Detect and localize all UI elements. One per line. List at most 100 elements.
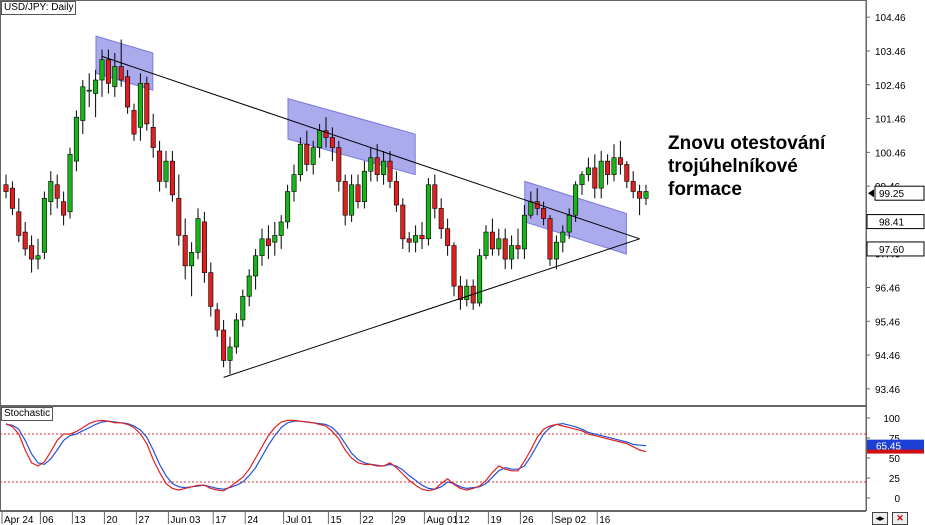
candle-body xyxy=(214,309,220,331)
scroll-left-icon: ◂▸ xyxy=(875,513,885,523)
stochastic-tick-label: 50 xyxy=(889,454,901,465)
candle-body xyxy=(54,184,60,199)
candle-body xyxy=(496,238,502,250)
stochastic-line-1 xyxy=(5,419,647,492)
candle-body xyxy=(502,238,508,260)
candle-body xyxy=(419,235,425,240)
candle-body xyxy=(176,197,182,236)
stochastic-tick-label: 25 xyxy=(889,474,901,485)
candle-body xyxy=(163,160,169,182)
candle-body xyxy=(592,167,598,189)
candle-body xyxy=(189,252,195,267)
candle-body xyxy=(387,160,393,182)
candle-body xyxy=(637,191,643,199)
candle-body xyxy=(624,164,630,182)
trendline-0 xyxy=(101,55,640,240)
candle-body xyxy=(451,245,457,287)
candle-body xyxy=(617,157,623,165)
date-tick-label: 13 xyxy=(74,515,86,525)
candle-body xyxy=(291,174,297,192)
price-tick-label: 93.46 xyxy=(875,385,900,396)
price-tick-label: 96.46 xyxy=(875,283,900,294)
candle-body xyxy=(201,221,207,273)
candle-body xyxy=(605,160,611,175)
candle-body xyxy=(144,83,150,125)
candle-body xyxy=(445,228,451,246)
candle-body xyxy=(477,255,483,304)
date-tick-label: Jul 01 xyxy=(286,515,313,525)
date-tick-label: 17 xyxy=(215,515,227,525)
date-tick-label: 06 xyxy=(42,515,54,525)
candle-body xyxy=(9,187,15,209)
candle-body xyxy=(585,167,591,175)
close-chart-button[interactable]: ✕ xyxy=(892,512,908,525)
candle-body xyxy=(131,110,137,135)
candle-body xyxy=(393,181,399,206)
candle-body xyxy=(253,255,259,277)
date-tick-label: 24 xyxy=(247,515,259,525)
date-tick-label: Aug 01 xyxy=(426,515,458,525)
candle-body xyxy=(73,116,79,162)
candle-body xyxy=(560,231,566,243)
candle-body xyxy=(182,235,188,267)
candle-body xyxy=(323,130,329,138)
candle-body xyxy=(285,191,291,223)
trendline-1 xyxy=(223,238,640,378)
candle-body xyxy=(643,191,649,199)
stochastic-value-box xyxy=(867,439,924,452)
candle-body xyxy=(400,204,406,240)
candle-body xyxy=(240,295,246,321)
candle-body xyxy=(227,346,233,361)
candle-body xyxy=(29,245,35,260)
price-label-box xyxy=(866,241,925,257)
candle-body xyxy=(355,184,361,202)
scroll-left-button[interactable]: ◂▸ xyxy=(872,512,888,525)
price-tick-label: 104.46 xyxy=(875,13,906,24)
current-price-arrow xyxy=(868,189,874,198)
candle-body xyxy=(265,238,271,246)
candle-body xyxy=(573,184,579,216)
candle-body xyxy=(48,181,54,202)
date-tick-label: Sep 02 xyxy=(554,515,586,525)
candle-body xyxy=(374,157,380,175)
candle-body xyxy=(547,218,553,260)
candle-body xyxy=(381,160,387,175)
candle-body xyxy=(368,157,374,172)
candle-body xyxy=(413,235,419,243)
price-tick-label: 102.46 xyxy=(875,81,906,92)
date-tick-label: 19 xyxy=(490,515,502,525)
candle-body xyxy=(169,160,175,196)
price-label-value: 97.60 xyxy=(879,245,904,256)
date-tick-label: 20 xyxy=(106,515,118,525)
candle-body xyxy=(35,255,41,260)
price-tick-label: 103.46 xyxy=(875,47,906,58)
candle-body xyxy=(259,238,265,257)
candle-body xyxy=(195,218,201,253)
candle-body xyxy=(61,201,67,216)
candle-body xyxy=(3,184,9,192)
candle-body xyxy=(118,66,124,81)
date-tick-label: 26 xyxy=(522,515,534,525)
candle-body xyxy=(208,272,214,307)
stochastic-value-label: 65.45 xyxy=(876,442,901,453)
candle-body xyxy=(272,235,278,243)
candle-body xyxy=(566,214,572,233)
stochastic-tick-label: 0 xyxy=(894,494,900,505)
date-tick-label: 15 xyxy=(330,515,342,525)
chart-title: USD/JPY: Daily xyxy=(1,1,77,15)
date-tick-label: Apr 24 xyxy=(4,515,34,525)
candle-body xyxy=(310,147,316,165)
candle-body xyxy=(611,157,617,175)
close-icon: ✕ xyxy=(896,513,904,523)
stochastic-label: Stochastic xyxy=(1,407,54,421)
stochastic-tick-label: 75 xyxy=(889,434,901,445)
candle-body xyxy=(464,285,470,300)
price-tick-label: 101.46 xyxy=(875,115,906,126)
candle-body xyxy=(509,245,515,260)
candle-body xyxy=(16,211,22,236)
date-tick-label: 22 xyxy=(362,515,374,525)
candle-body xyxy=(329,137,335,148)
candle-body xyxy=(432,184,438,209)
date-tick-label: 12 xyxy=(458,515,470,525)
candle-body xyxy=(67,154,73,213)
